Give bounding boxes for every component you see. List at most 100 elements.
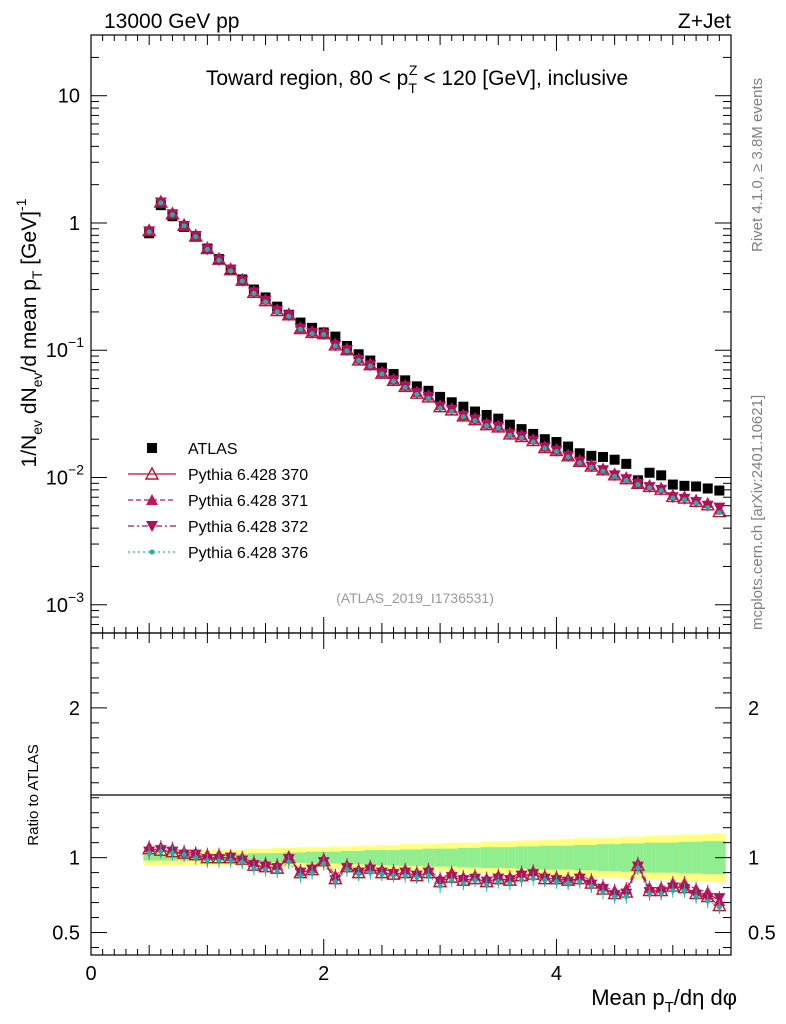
ratio-axis-ticks: 0.5 0.5 1 1 2 2 0 2 4 (52, 632, 776, 985)
pythia-376-marker (472, 877, 478, 883)
pythia-376-marker (693, 894, 699, 900)
uncertainty-band-inner (492, 847, 505, 869)
pythia-376-marker (251, 865, 257, 871)
atlas-data-marker (691, 481, 702, 492)
pythia-376-marker (449, 409, 455, 415)
pythia-376-marker (681, 497, 687, 503)
uncertainty-band-inner (678, 841, 691, 874)
pythia-376-marker (635, 482, 641, 488)
uncertainty-band-inner (352, 850, 365, 865)
ratio-uncertainty-bands (143, 832, 726, 883)
uncertainty-band-inner (457, 847, 470, 868)
pythia-376-marker (286, 313, 292, 319)
pythia-376-marker (344, 348, 350, 354)
atlas-data-marker (714, 485, 725, 496)
pythia-376-marker (635, 865, 641, 871)
pythia-376-marker (647, 891, 653, 897)
uncertainty-band-inner (504, 847, 517, 869)
ratio-y-tick-label-right: 2 (748, 698, 759, 720)
pythia-376-marker (658, 891, 664, 897)
atlas-data-marker (656, 470, 667, 481)
atlas-data-marker (330, 331, 341, 342)
pythia-376-marker (553, 879, 559, 885)
uncertainty-band-inner (643, 842, 656, 873)
uncertainty-band-inner (469, 847, 482, 868)
pythia-372-marker (713, 893, 726, 905)
uncertainty-band-inner (387, 850, 400, 866)
pythia-376-marker (332, 343, 338, 349)
pythia-376-marker (705, 505, 711, 511)
main-frame (90, 34, 732, 634)
pythia-376-marker (460, 880, 466, 886)
main-y-tick-label: 10−2 (46, 462, 84, 490)
pythia-376-marker (391, 873, 397, 879)
pythia-376-marker (149, 549, 155, 555)
pythia-376-marker (181, 852, 187, 858)
pythia-376-marker (577, 460, 583, 466)
uncertainty-band-inner (701, 841, 715, 875)
atlas-data-marker (504, 419, 515, 430)
main-markers (142, 194, 727, 518)
pythia-376-marker (239, 859, 245, 865)
pythia-376-marker (321, 331, 327, 337)
pythia-376-marker (425, 873, 431, 879)
atlas-data-marker (644, 467, 655, 478)
pythia-376-marker (565, 454, 571, 460)
pythia-376-marker (228, 268, 234, 274)
pythia-376-marker (367, 363, 373, 369)
process-label: Z+Jet (678, 10, 731, 33)
pythia-371-marker (146, 494, 158, 505)
pythia-376-marker (600, 468, 606, 474)
pythia-376-marker (356, 358, 362, 364)
pythia-376-marker (367, 870, 373, 876)
pythia-376-marker (565, 880, 571, 886)
atlas-data-marker (470, 406, 480, 417)
pythia-376-marker (647, 485, 653, 491)
uncertainty-band-inner (411, 849, 424, 866)
pythia-376-marker (169, 850, 175, 856)
pythia-376-marker (658, 488, 664, 494)
uncertainty-band-inner (480, 847, 493, 869)
analysis-id: (ATLAS_2019_I1736531) (336, 590, 494, 606)
pythia-376-marker (274, 309, 280, 315)
uncertainty-band-inner (550, 845, 563, 870)
atlas-data-marker (621, 458, 632, 469)
pythia-376-marker (379, 371, 385, 377)
uncertainty-band-inner (539, 845, 552, 870)
uncertainty-band-inner (515, 846, 528, 869)
pythia-376-marker (402, 384, 408, 390)
uncertainty-band-inner (329, 851, 342, 864)
uncertainty-band-inner (306, 851, 319, 864)
pythia-376-marker (519, 435, 525, 441)
pythia-376-marker (623, 477, 629, 483)
main-y-tick-label: 10−1 (46, 334, 84, 362)
pythia-376-marker (309, 331, 315, 337)
pythia-376-marker (705, 898, 711, 904)
pythia-376-marker (588, 464, 594, 470)
pythia-376-marker (612, 473, 618, 479)
legend-label: Pythia 6.428 370 (188, 467, 308, 484)
uncertainty-band-inner (422, 848, 435, 867)
pythia-376-marker (193, 855, 199, 861)
pythia-376-marker (530, 439, 536, 445)
atlas-data-marker (563, 441, 574, 452)
x-tick-label: 2 (318, 963, 329, 985)
uncertainty-band-inner (690, 841, 703, 874)
pythia-376-marker (693, 500, 699, 506)
pythia-376-marker (146, 229, 152, 235)
pythia-376-marker (449, 877, 455, 883)
pythia-376-marker (274, 868, 280, 874)
x-axis-label: Mean pT/dη dφ (591, 985, 737, 1016)
uncertainty-band-inner (597, 844, 610, 872)
pythia-376-marker (379, 871, 385, 877)
uncertainty-band-inner (573, 844, 587, 871)
pythia-376-marker (146, 850, 152, 856)
ratio-y-tick-label-right: 1 (748, 848, 759, 870)
pythia-372-marker (713, 502, 726, 514)
pythia-376-marker (158, 849, 164, 855)
pythia-376-marker (356, 871, 362, 877)
pythia-376-marker (542, 445, 548, 451)
pythia-376-marker (402, 873, 408, 879)
pythia-376-marker (519, 877, 525, 883)
